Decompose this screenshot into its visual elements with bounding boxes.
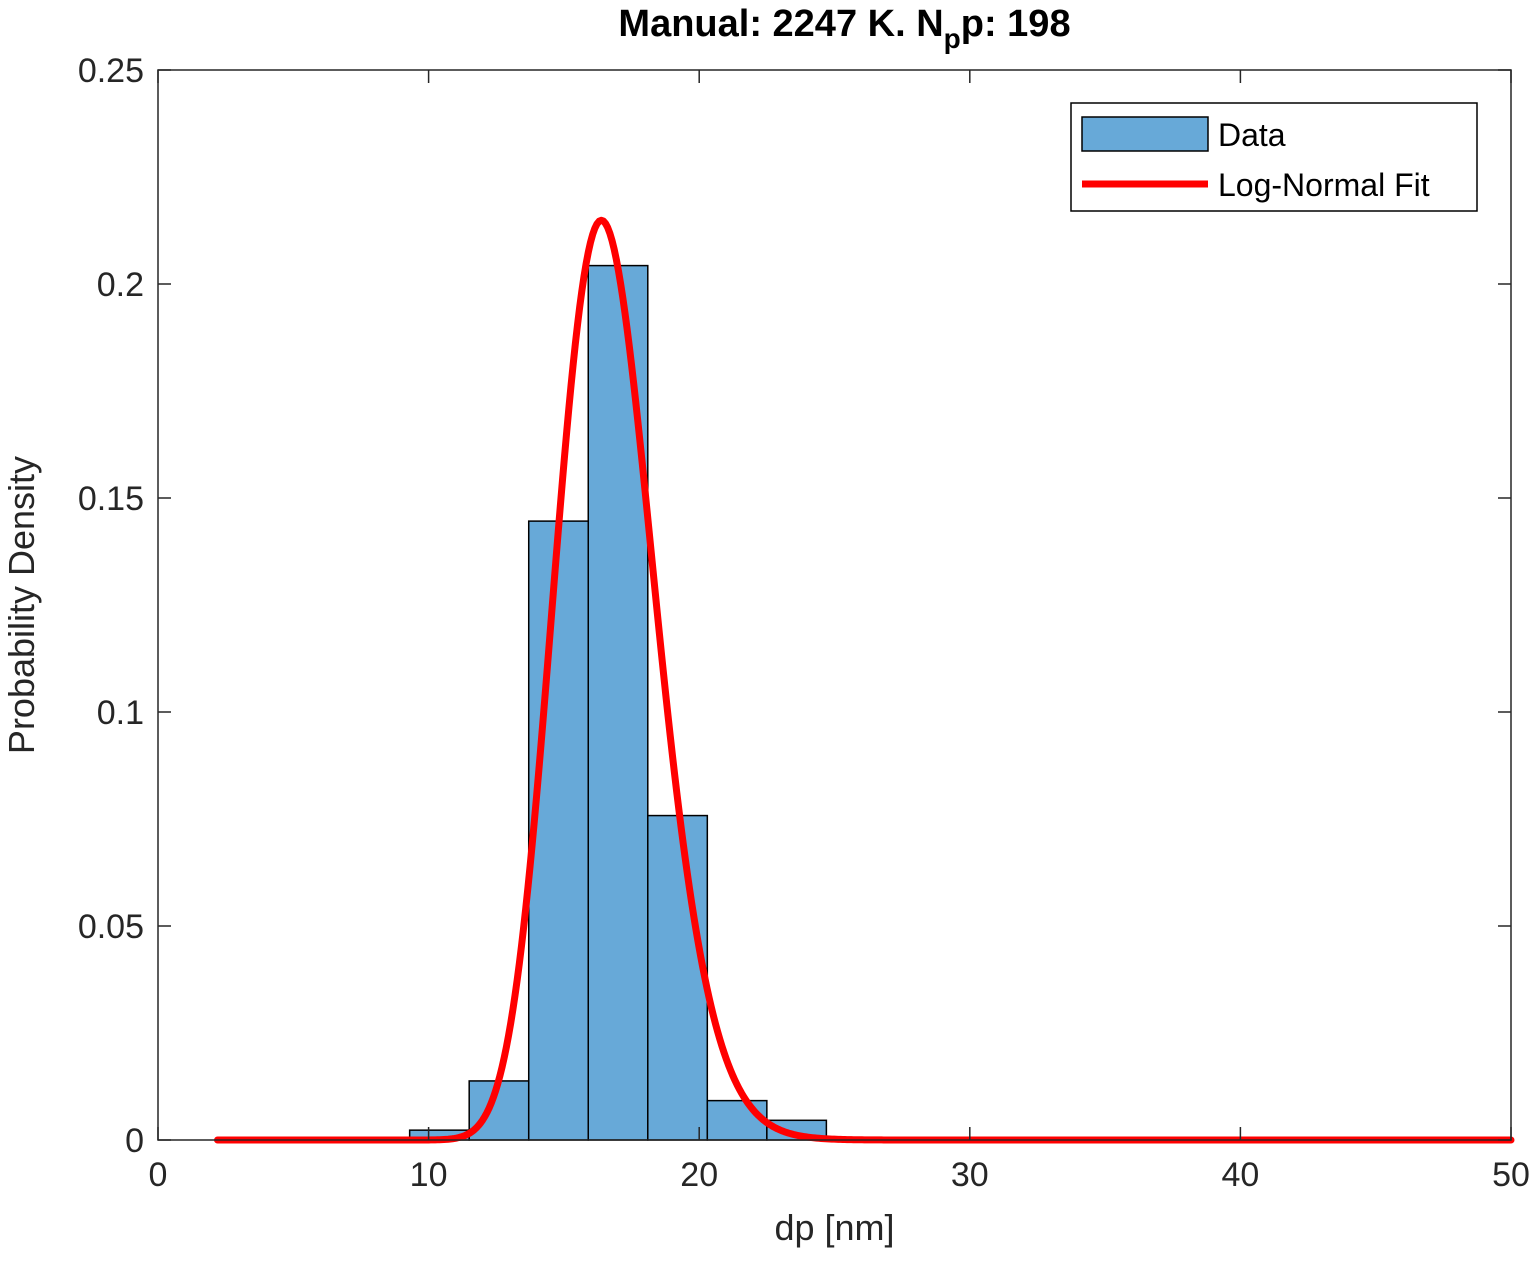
plot-area: 0 10 20 30 40 50 0 0.05 0.1 0.15 0.2 0.25 [78, 52, 1530, 1194]
legend-label-lognormal-fit: Log-Normal Fit [1218, 167, 1430, 203]
axes-box [157, 69, 1512, 1141]
y-tick-label: 0.25 [78, 52, 144, 90]
histogram-bar-6 [706, 1099, 768, 1141]
histogram-bar-5 [647, 814, 709, 1141]
lognormal-fit-line [214, 216, 1515, 1144]
chart-title-tail: p: 198 [961, 3, 1071, 45]
legend-label-data: Data [1218, 117, 1286, 153]
x-tick-label: 0 [149, 1156, 168, 1194]
y-tick-label: 0.15 [78, 480, 144, 518]
x-tick-label: 40 [1221, 1156, 1259, 1194]
y-tick-label: 0.05 [78, 908, 144, 946]
x-tick-label: 50 [1492, 1156, 1530, 1194]
legend-swatch-data [1081, 116, 1209, 152]
x-tick-label: 10 [410, 1156, 448, 1194]
y-tick-label: 0.1 [97, 694, 144, 732]
chart-title-main: Manual: 2247 K. N [618, 3, 943, 45]
y-tick-label: 0 [125, 1122, 144, 1160]
x-axis-label: dp [nm] [774, 1207, 894, 1248]
x-tick-label: 20 [680, 1156, 718, 1194]
chart-title: Manual: 2247 K. Npp: 198 [618, 3, 1070, 54]
y-tick-label: 0.2 [97, 266, 144, 304]
histogram-bar-3 [527, 520, 590, 1141]
chart-title-subscript: p [944, 23, 961, 54]
x-tick-label: 30 [951, 1156, 989, 1194]
histogram-bar-4 [587, 264, 649, 1141]
legend: Data Log-Normal Fit [1070, 102, 1478, 212]
y-axis-label: Probability Density [1, 456, 42, 754]
